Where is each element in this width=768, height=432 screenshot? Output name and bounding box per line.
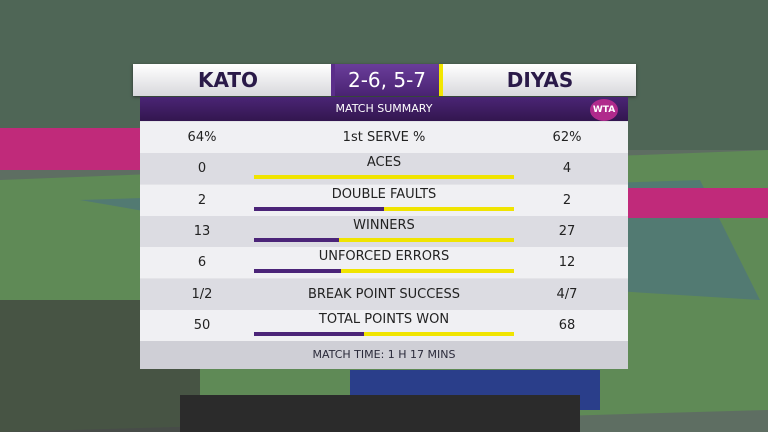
subtitle: MATCH SUMMARY [140, 97, 628, 121]
left-bar [254, 237, 339, 242]
left-value: 50 [193, 317, 211, 333]
stat-row: 0 ACES 4 [140, 153, 628, 185]
stat-label: TOTAL POINTS WON [318, 311, 450, 327]
player-right: DIYAS [506, 68, 574, 92]
stat-label: 1st SERVE % [342, 130, 426, 145]
left-value: 13 [193, 223, 211, 239]
left-bar [254, 206, 384, 211]
right-value: 68 [558, 317, 576, 333]
left-value: 0 [197, 161, 207, 177]
left-value: 6 [197, 255, 207, 271]
stat-label: BREAK POINT SUCCESS [307, 286, 461, 302]
right-value: 4/7 [556, 286, 578, 302]
scoreboard-header: KATO 2-6, 5-7 DIYAS [133, 64, 636, 96]
match-time: MATCH TIME: 1 H 17 MINS [140, 341, 628, 369]
stat-row: 50 TOTAL POINTS WON 68 [140, 309, 628, 341]
right-value: 12 [558, 255, 576, 271]
stat-row: 1/2 BREAK POINT SUCCESS 4/7 [140, 278, 628, 310]
stat-row: 64% 1st SERVE % 62% [140, 122, 628, 153]
stat-row: 6 UNFORCED ERRORS 12 [140, 247, 628, 279]
right-bar [384, 206, 514, 211]
wta-logo: WTA [590, 99, 618, 121]
right-value: 4 [562, 161, 572, 177]
left-bar [254, 269, 341, 274]
stat-row: 13 WINNERS 27 [140, 215, 628, 247]
right-bar [340, 269, 514, 274]
right-bar [254, 175, 514, 180]
left-value: 2 [197, 192, 207, 208]
left-value: 64% [187, 130, 217, 145]
right-value: 62% [552, 130, 582, 145]
stat-label: ACES [366, 155, 402, 171]
player-left: KATO [197, 68, 259, 92]
stat-label: DOUBLE FAULTS [331, 186, 437, 202]
right-bar [338, 237, 514, 242]
stat-row: 2 DOUBLE FAULTS 2 [140, 184, 628, 216]
right-value: 27 [558, 223, 576, 239]
stat-label: UNFORCED ERRORS [318, 249, 450, 265]
right-value: 2 [562, 192, 572, 208]
right-bar [364, 331, 514, 336]
left-bar [254, 331, 365, 336]
stat-label: WINNERS [353, 217, 415, 233]
match-score: 2-6, 5-7 [331, 64, 443, 96]
stats-panel: MATCH SUMMARY WTA MATCH TIME: 1 H 17 MIN… [140, 97, 628, 369]
left-value: 1/2 [191, 286, 213, 302]
